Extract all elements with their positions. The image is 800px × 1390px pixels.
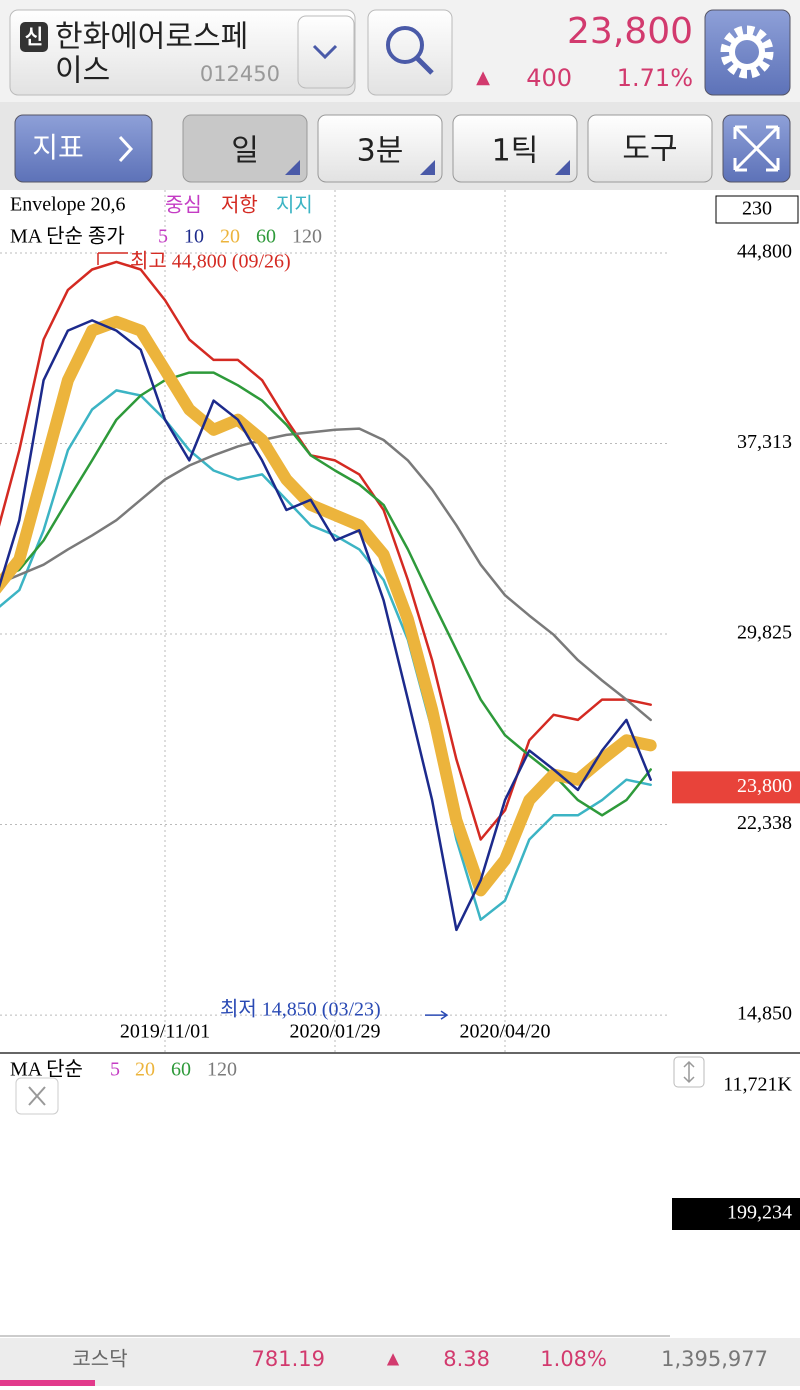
index-name: 코스닥 [72, 1347, 127, 1371]
legend-entry: 10 [184, 226, 204, 248]
resize-icon [683, 1060, 695, 1084]
index-change: 8.38 [443, 1347, 490, 1371]
high-arrow [97, 252, 128, 265]
tick-label: 1틱 [492, 134, 539, 169]
y-tick-label: 37,313 [737, 431, 792, 453]
x-tick-label: 2019/11/01 [120, 1021, 210, 1043]
minute-label: 3분 [357, 134, 404, 169]
low-label: 최저 14,850 (03/23) [220, 998, 381, 1021]
legend-entry: 60 [256, 226, 276, 248]
legend-entry: 20 [135, 1059, 155, 1081]
tools-button[interactable] [587, 114, 713, 183]
envelope-title: Envelope 20,6 [10, 194, 126, 216]
gear [720, 25, 774, 79]
chart-labels: 44,800 37,313 29,825 22,338 14,850 2019/11/01… [97, 193, 800, 1043]
legend-entry: 저항 [221, 193, 258, 217]
search-icon [415, 56, 434, 75]
legend-entry: 120 [292, 226, 322, 248]
series-line [0, 389, 652, 921]
badge: 신 [25, 25, 43, 49]
period-button[interactable] [182, 114, 308, 183]
legend-entry: 중심 [165, 193, 202, 217]
current-price-label: 23,800 [737, 775, 792, 797]
legend-entry: 20 [220, 226, 240, 248]
indicator-label: 지표 [32, 131, 84, 164]
series-line [0, 260, 652, 841]
indicator-button[interactable] [14, 114, 153, 183]
period-box [715, 195, 799, 224]
search-button[interactable] [367, 9, 453, 96]
stock-name: 이스 [55, 54, 110, 89]
close-icon [28, 1086, 46, 1106]
plot [0, 260, 657, 932]
corner [420, 160, 435, 175]
period-value: 230 [742, 198, 772, 220]
series-line [0, 319, 652, 932]
volume-title: MA 단순 [10, 1058, 83, 1081]
current-price-tag [672, 771, 800, 804]
index-change-pct: 1.08% [540, 1347, 607, 1371]
chevron [312, 44, 338, 60]
volume-marker-label: 199,234 [727, 1202, 792, 1224]
stock-selector[interactable] [9, 9, 356, 96]
settings-button[interactable] [704, 9, 791, 96]
low-arrow [425, 1010, 449, 1020]
corner [555, 160, 570, 175]
tools-label: 도구 [622, 132, 677, 167]
progress [0, 1380, 95, 1386]
high-label: 최고 44,800 (09/26) [130, 250, 291, 273]
corner [285, 160, 300, 175]
index-value: 781.19 [252, 1347, 325, 1371]
stock-code: 012450 [200, 62, 280, 86]
ma-title: MA 단순 종가 [10, 225, 125, 248]
tick-button[interactable] [452, 114, 578, 183]
change: 400 [526, 64, 572, 92]
volume-top-label: 11,721K [723, 1074, 792, 1096]
dropdown-button[interactable] [297, 15, 355, 89]
chevron [118, 135, 134, 163]
change-pct: 1.71% [617, 64, 693, 92]
stock-name: 한화에어로스페 [55, 20, 248, 55]
badge-bg [20, 22, 48, 52]
period-label: 일 [231, 134, 259, 169]
legend-entry: 지지 [276, 193, 313, 217]
x-tick-label: 2020/04/20 [459, 1021, 550, 1043]
y-tick-label: 44,800 [737, 241, 792, 263]
change-arrow: ▲ [476, 67, 490, 88]
index-volume: 1,395,977 [661, 1347, 768, 1371]
y-tick-label: 29,825 [737, 622, 792, 644]
legend-entry: 5 [158, 226, 168, 248]
legend-entry: 60 [171, 1059, 191, 1081]
legend-entry: 5 [110, 1059, 120, 1081]
series-line [0, 371, 652, 817]
search-icon [386, 26, 424, 64]
footer-bg [0, 1338, 800, 1386]
gear [729, 34, 765, 70]
x-tick-label: 2020/01/29 [289, 1021, 380, 1043]
price: 23,800 [567, 11, 693, 52]
series-line [0, 427, 652, 722]
y-tick-label: 14,850 [737, 1003, 792, 1025]
y-tick-label: 22,338 [737, 812, 792, 834]
expand-icon [733, 125, 780, 172]
index-arrow: ▲ [387, 1349, 400, 1368]
minute-button[interactable] [317, 114, 443, 183]
legend-entry: 120 [207, 1059, 237, 1081]
volume-marker-bg [672, 1198, 800, 1230]
